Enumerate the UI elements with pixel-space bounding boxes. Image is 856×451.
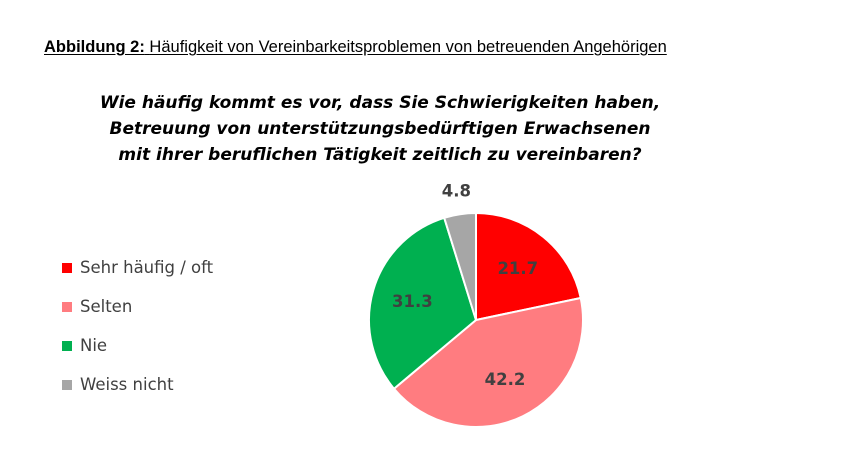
slice-label-weiss-nicht: 4.8 xyxy=(442,181,471,200)
legend-item-sehr-haeufig: Sehr häufig / oft xyxy=(62,248,213,287)
slice-label-selten: 42.2 xyxy=(485,370,526,389)
chart-title-line-1: Wie häufig kommt es vor, dass Sie Schwie… xyxy=(99,93,661,113)
chart-title-line-2: Betreuung von unterstützungsbedürftigen … xyxy=(109,119,651,139)
legend-swatch-nie xyxy=(62,340,72,351)
pie-slice-weiss-nicht xyxy=(443,212,477,321)
pie-slice-nie xyxy=(368,216,477,390)
figure-title: Abbildung 2: Häufigkeit von Vereinbarkei… xyxy=(44,38,667,57)
legend-swatch-weiss-nicht xyxy=(62,379,72,390)
figure-caption: Häufigkeit von Vereinbarkeitsproblemen v… xyxy=(149,38,667,56)
legend-label-nie: Nie xyxy=(80,336,108,355)
legend-item-nie: Nie xyxy=(62,326,213,365)
slice-label-nie: 31.3 xyxy=(392,292,433,311)
legend-item-weiss-nicht: Weiss nicht xyxy=(62,365,213,404)
figure-label: Abbildung 2: xyxy=(44,38,145,56)
legend-swatch-sehr-haeufig xyxy=(62,262,72,273)
legend: Sehr häufig / oft Selten Nie Weiss nicht xyxy=(62,248,213,404)
chart-title-line-3: mit ihrer beruflichen Tätigkeit zeitlich… xyxy=(118,145,642,165)
pie-slice-selten xyxy=(392,296,584,428)
legend-label-selten: Selten xyxy=(80,297,133,316)
pie-slice-sehr-haeufig xyxy=(475,212,582,321)
chart-title: Wie häufig kommt es vor, dass Sie Schwie… xyxy=(60,90,700,168)
legend-item-selten: Selten xyxy=(62,287,213,326)
legend-label-weiss-nicht: Weiss nicht xyxy=(80,375,174,394)
legend-label-sehr-haeufig: Sehr häufig / oft xyxy=(80,258,214,277)
legend-swatch-selten xyxy=(62,301,72,312)
slice-label-sehr-haeufig: 21.7 xyxy=(497,259,538,278)
